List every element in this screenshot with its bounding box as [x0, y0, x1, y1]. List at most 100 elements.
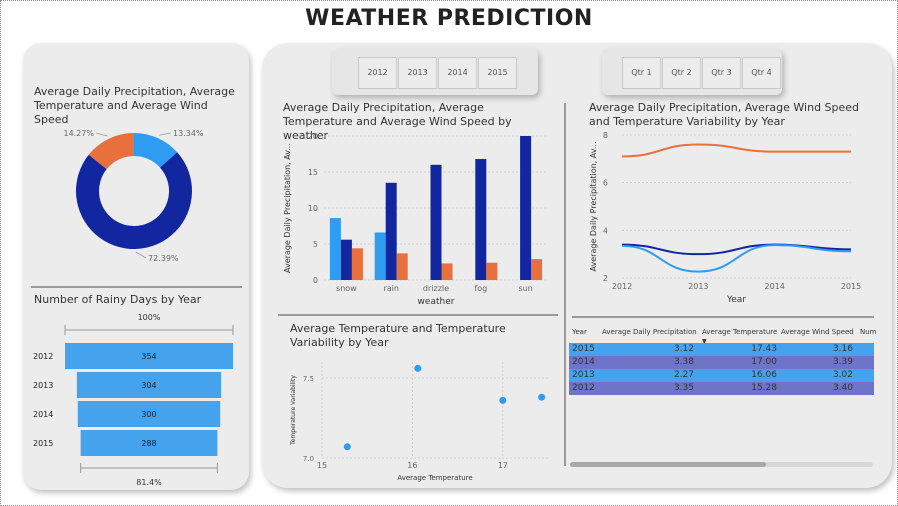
scatter-x-tick-label: 15 — [317, 461, 327, 470]
table-cell: 16.06 — [751, 370, 777, 380]
table-scrollbar[interactable] — [570, 462, 873, 467]
weather-bar-chart[interactable]: 0 5 10 15 20 snow rain drizzle fog sun weather Aver… — [276, 128, 560, 310]
line-y-tick-label: 6 — [603, 179, 608, 188]
line-chart-title: Average Daily Precipitation, Average Win… — [589, 101, 860, 128]
mid-separator-right — [572, 316, 874, 318]
left-separator — [31, 286, 242, 288]
bar-x-tick-label: rain — [383, 284, 398, 293]
line-x-tick-label: 2013 — [688, 282, 708, 291]
bar-mark — [329, 218, 341, 280]
table-cell: 3.16 — [832, 344, 853, 354]
funnel-bar — [65, 343, 233, 369]
main-panel — [262, 43, 892, 488]
line-y-tick-label: 8 — [603, 131, 608, 140]
donut-slice — [75, 152, 192, 249]
table-row[interactable]: 2013 2.27 16.06 3.02 — [569, 369, 874, 382]
donut-slice — [134, 133, 178, 168]
table-header-row: Year Average Daily Precipitation Average… — [568, 326, 877, 345]
table-body: 2015 3.12 17.43 3.16 2014 3.38 17.00 3.39 2013 2.… — [569, 343, 874, 396]
year-slicer-2012[interactable]: 2012 — [358, 57, 397, 89]
donut-leader-line — [135, 251, 147, 259]
scatter-point — [499, 396, 507, 404]
line-series-path — [621, 243, 852, 256]
bar-mark — [340, 239, 352, 280]
temperature-scatter-chart[interactable]: 7.0 7.5 15 16 17 Average Temperature Temperatu… — [280, 352, 560, 484]
line-series-path — [621, 244, 852, 273]
scatter-y-tick-label: 7.5 — [303, 375, 314, 383]
scatter-point — [538, 393, 546, 401]
table-cell: 3.02 — [832, 370, 853, 380]
bar-mark — [430, 164, 442, 280]
bar-x-tick-label: sun — [518, 284, 532, 293]
funnel-bar — [77, 401, 221, 427]
scatter-x-tick-label: 17 — [498, 461, 508, 470]
header-avg-precip[interactable]: Average Daily Precipitation — [602, 328, 697, 336]
scatter-y-tick-label: 7.0 — [303, 455, 314, 463]
funnel-category-label: 2014 — [33, 410, 53, 419]
table-cell: 2013 — [572, 370, 595, 380]
table-cell: 17.43 — [751, 344, 777, 354]
table-cell: 3.40 — [832, 383, 853, 393]
line-series-path — [621, 143, 851, 158]
bar-mark — [374, 232, 386, 280]
scatter-point — [414, 364, 422, 372]
scatter-point — [343, 443, 351, 451]
funnel-top-label: 100% — [138, 313, 161, 322]
bar-y-tick-label: 5 — [313, 240, 318, 249]
year-slicer-2014[interactable]: 2014 — [438, 57, 477, 89]
donut-slice — [88, 133, 134, 170]
donut-leader-line — [95, 132, 108, 137]
qtr-slicer-3[interactable]: Qtr 3 — [702, 57, 741, 89]
funnel-value-label: 300 — [141, 410, 156, 419]
header-avg-wind[interactable]: Average Wind Speed — [781, 328, 854, 336]
funnel-bottom-label: 81.4% — [136, 478, 162, 487]
donut-title: Average Daily Precipitation, Average Tem… — [34, 85, 235, 126]
bar-y-tick-label: 0 — [313, 276, 318, 285]
sort-down-icon[interactable]: ▼ — [702, 338, 707, 345]
qtr-slicer-2[interactable]: Qtr 2 — [662, 57, 701, 89]
header-year[interactable]: Year — [572, 328, 587, 336]
qtr-slicer-4[interactable]: Qtr 4 — [742, 57, 781, 89]
table-row[interactable]: 2014 3.38 17.00 3.39 — [569, 356, 874, 369]
funnel-bar — [80, 430, 218, 456]
header-num[interactable]: Num — [860, 328, 877, 336]
year-slicer-2013[interactable]: 2013 — [398, 57, 437, 89]
funnel-value-label: 354 — [141, 352, 156, 361]
line-x-tick-label: 2012 — [612, 282, 632, 291]
table-cell: 15.28 — [751, 383, 777, 393]
table-cell: 3.12 — [673, 344, 694, 354]
funnel-category-label: 2015 — [33, 439, 53, 448]
bar-chart-title: Average Daily Precipitation, Average Tem… — [283, 101, 512, 142]
donut-data-label: 13.34% — [173, 129, 204, 138]
table-cell: 2014 — [572, 357, 595, 367]
year-slicer-2015[interactable]: 2015 — [478, 57, 517, 89]
scatter-y-axis-label: Temperature Variability — [290, 375, 297, 446]
table-row[interactable]: 2012 3.35 15.28 3.40 — [569, 382, 874, 395]
mid-separator-left — [278, 314, 558, 316]
funnel-bar — [76, 372, 222, 398]
table-scrollbar-thumb[interactable] — [570, 462, 766, 467]
year-slicer: 2012 2013 2014 2015 — [332, 49, 538, 95]
scatter-x-tick-label: 16 — [407, 461, 417, 470]
bar-mark — [520, 136, 532, 280]
bar-mark — [441, 263, 453, 280]
qtr-slicer-1[interactable]: Qtr 1 — [622, 57, 661, 89]
line-x-tick-label: 2014 — [764, 282, 784, 291]
donut-data-label: 72.39% — [148, 254, 179, 263]
bar-mark — [531, 259, 543, 280]
line-y-tick-label: 2 — [603, 274, 608, 283]
line-x-tick-label: 2015 — [841, 282, 861, 291]
funnel-category-label: 2012 — [33, 352, 53, 361]
bar-x-tick-label: drizzle — [423, 284, 449, 293]
bar-x-tick-label: snow — [336, 284, 357, 293]
vertical-separator — [564, 103, 566, 466]
bar-x-axis-label: weather — [418, 297, 455, 307]
funnel-chart[interactable]: 100% 354 2012 304 2013 300 2014 288 2015 81.4% — [23, 308, 249, 490]
year-line-chart[interactable]: 2 4 6 8 2012 2013 2014 2015 Year Average Daily Pr… — [584, 128, 874, 308]
header-avg-temp[interactable]: Average Temperature — [702, 328, 778, 336]
bar-mark — [486, 262, 498, 280]
donut-data-label: 14.27% — [63, 129, 94, 138]
bar-mark — [396, 253, 408, 280]
donut-chart[interactable]: 13.34% 72.39% 14.27% — [23, 120, 249, 270]
table-row[interactable]: 2015 3.12 17.43 3.16 — [569, 343, 874, 356]
